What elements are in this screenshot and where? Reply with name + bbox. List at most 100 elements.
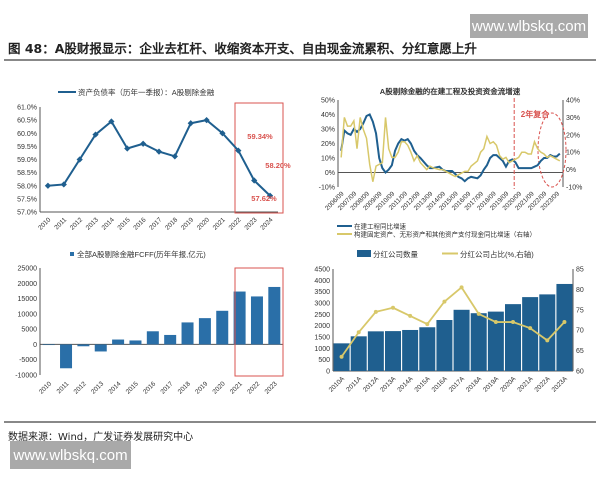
x-tick-label: 2020A — [499, 375, 518, 394]
y-tick-label-left: 50% — [321, 98, 335, 105]
bar — [94, 344, 107, 352]
x-tick-label: 2018 — [164, 216, 179, 231]
data-point — [562, 320, 567, 325]
x-tick-label: 2012A — [362, 375, 381, 394]
x-tick-label: 2013 — [85, 216, 100, 231]
data-point — [44, 182, 52, 189]
bar — [539, 294, 556, 371]
x-tick-label: 2010A — [328, 375, 347, 394]
x-tick-label: 2015 — [125, 380, 140, 395]
watermark-top: www.wlbskq.com — [470, 14, 588, 38]
data-point — [442, 299, 447, 304]
y-tick-label-left: 2000 — [314, 323, 330, 330]
bar — [522, 297, 539, 371]
data-point — [219, 130, 226, 137]
y-tick-label-right: 85 — [576, 267, 584, 274]
y-tick-label: 57.5% — [17, 196, 37, 203]
data-point — [391, 305, 395, 310]
bar — [198, 318, 211, 345]
bar — [77, 344, 90, 347]
bar — [164, 334, 177, 345]
x-tick-label: 2016A — [431, 375, 450, 394]
highlight-box — [234, 102, 284, 214]
data-point — [476, 311, 481, 316]
bar — [112, 339, 125, 345]
data-point — [528, 326, 533, 331]
y-tick-label-right: 75 — [576, 307, 584, 314]
data-point — [140, 140, 147, 147]
y-tick-label: 25000 — [18, 266, 38, 273]
y-tick-label-right: 60 — [576, 369, 584, 376]
source-note: 数据来源：Wind，广发证券发展研究中心 — [8, 432, 194, 443]
y-tick-label-right: -10% — [566, 185, 582, 192]
y-tick-label: 60.5% — [17, 118, 37, 125]
bar — [350, 336, 367, 371]
legend-label: 资产负债率（历年一季报）：A股剔除金融 — [78, 87, 215, 97]
watermark-bottom: www.wlbskq.com — [10, 441, 131, 469]
data-point — [155, 148, 163, 155]
y-tick-label: 15000 — [18, 296, 38, 303]
x-tick-label: 2014A — [396, 375, 415, 394]
data-point — [511, 320, 515, 325]
y-tick-label: 58.0% — [17, 183, 37, 190]
footer-divider — [4, 421, 596, 423]
x-tick-label: 2012 — [73, 380, 88, 395]
data-point — [203, 117, 210, 124]
legend-label: 分红公司数量 — [373, 249, 418, 259]
title-divider — [4, 59, 596, 61]
series-line — [340, 113, 561, 183]
y-tick-label-left: 20% — [321, 141, 335, 148]
legend-swatch — [357, 250, 371, 257]
x-tick-label: 2022A — [533, 375, 552, 394]
x-tick-label: 2017A — [448, 375, 467, 394]
x-tick-label: 2016 — [132, 216, 147, 231]
chart-title: A股剔除金融的在建工程及投资资金流增速 — [380, 86, 521, 96]
data-point — [171, 153, 178, 160]
y-tick-label-left: 1500 — [314, 335, 330, 342]
bar — [419, 327, 436, 371]
x-tick-label: 2011A — [345, 375, 363, 393]
data-point — [408, 313, 413, 318]
y-tick-label-left: 4000 — [314, 278, 330, 285]
y-tick-label: -5000 — [19, 357, 37, 364]
legend-label: 分红公司占比(%,右轴) — [460, 249, 534, 259]
x-tick-label: 2023 — [264, 380, 279, 395]
data-point — [235, 147, 242, 154]
x-tick-label: 2017 — [159, 380, 174, 395]
y-tick-label-left: 3500 — [314, 289, 330, 296]
data-point — [373, 309, 378, 314]
y-tick-label-right: 80 — [576, 287, 584, 294]
y-tick-label: 58.5% — [17, 170, 37, 177]
y-tick-label-right: 0% — [566, 167, 576, 174]
bar — [487, 311, 504, 371]
x-tick-label: 2022 — [228, 216, 243, 231]
legend-swatch — [70, 252, 74, 256]
y-tick-label-left: 4500 — [314, 267, 330, 274]
y-tick-label: 57.0% — [17, 210, 37, 217]
bar — [250, 296, 263, 345]
y-tick-label-left: 1000 — [314, 346, 330, 353]
data-point — [493, 320, 498, 325]
x-tick-label: 2011 — [53, 216, 68, 231]
x-tick-label: 2018A — [465, 375, 484, 394]
y-tick-label-left: -10% — [319, 185, 335, 192]
y-tick-label-left: 40% — [321, 112, 335, 119]
x-tick-label: 2019 — [180, 216, 195, 231]
x-tick-label: 2023A — [551, 375, 570, 394]
data-point — [356, 330, 361, 335]
y-tick-label-right: 30% — [566, 115, 580, 122]
y-tick-label: 10000 — [18, 311, 38, 318]
x-tick-label: 2021A — [516, 375, 535, 394]
x-tick-label: 2019A — [482, 375, 501, 394]
y-tick-label-left: 0% — [325, 170, 335, 177]
x-tick-label: 2021 — [212, 216, 227, 231]
y-tick-label-right: 10% — [566, 150, 580, 157]
series-line — [340, 117, 561, 182]
data-point — [251, 177, 258, 184]
x-tick-label: 2022 — [246, 380, 261, 395]
data-label: 58.20% — [265, 161, 291, 170]
y-tick-label-right: 65 — [576, 348, 584, 355]
x-tick-label: 2014 — [107, 380, 122, 395]
bar — [60, 344, 73, 369]
y-tick-label-right: 20% — [566, 132, 580, 139]
